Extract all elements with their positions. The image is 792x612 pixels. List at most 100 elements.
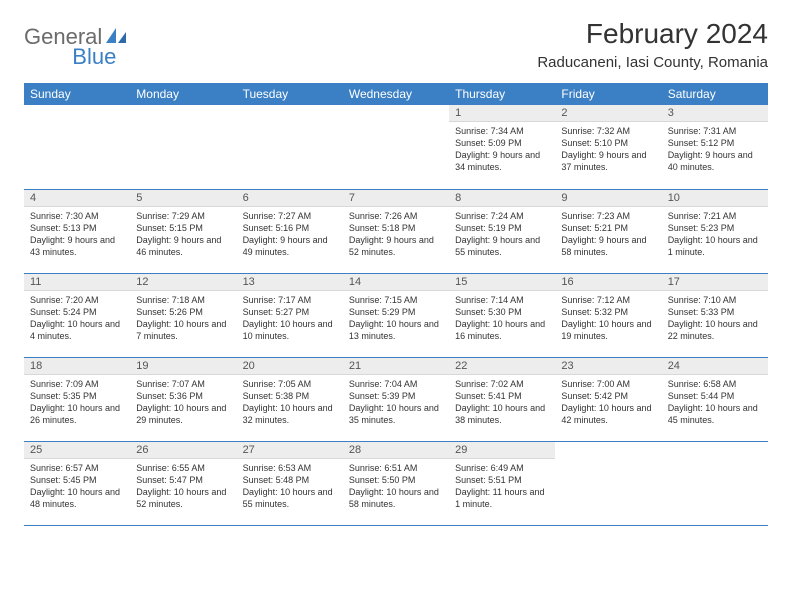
month-title: February 2024 (537, 18, 768, 50)
day-number: 3 (662, 105, 768, 122)
calendar-day-cell: 16Sunrise: 7:12 AMSunset: 5:32 PMDayligh… (555, 273, 661, 357)
day-details: Sunrise: 6:49 AMSunset: 5:51 PMDaylight:… (449, 459, 555, 516)
calendar-week-row: 25Sunrise: 6:57 AMSunset: 5:45 PMDayligh… (24, 441, 768, 525)
calendar-day-cell: 3Sunrise: 7:31 AMSunset: 5:12 PMDaylight… (662, 105, 768, 189)
day-number: 14 (343, 274, 449, 291)
location-text: Raducaneni, Iasi County, Romania (537, 54, 768, 71)
day-header: Sunday (24, 83, 130, 105)
calendar-day-cell: 20Sunrise: 7:05 AMSunset: 5:38 PMDayligh… (237, 357, 343, 441)
day-details: Sunrise: 7:07 AMSunset: 5:36 PMDaylight:… (130, 375, 236, 432)
day-details: Sunrise: 6:58 AMSunset: 5:44 PMDaylight:… (662, 375, 768, 432)
day-details: Sunrise: 7:04 AMSunset: 5:39 PMDaylight:… (343, 375, 449, 432)
calendar-day-cell: 1Sunrise: 7:34 AMSunset: 5:09 PMDaylight… (449, 105, 555, 189)
day-number: 1 (449, 105, 555, 122)
day-details: Sunrise: 7:17 AMSunset: 5:27 PMDaylight:… (237, 291, 343, 348)
calendar-day-cell: 15Sunrise: 7:14 AMSunset: 5:30 PMDayligh… (449, 273, 555, 357)
day-details: Sunrise: 7:27 AMSunset: 5:16 PMDaylight:… (237, 207, 343, 264)
calendar-week-row: 11Sunrise: 7:20 AMSunset: 5:24 PMDayligh… (24, 273, 768, 357)
day-number: 5 (130, 190, 236, 207)
day-number: 24 (662, 358, 768, 375)
day-details: Sunrise: 7:14 AMSunset: 5:30 PMDaylight:… (449, 291, 555, 348)
page-header: General Blue February 2024 Raducaneni, I… (24, 18, 768, 71)
logo-text-blue: Blue (72, 44, 116, 70)
day-header: Friday (555, 83, 661, 105)
day-header: Wednesday (343, 83, 449, 105)
day-details: Sunrise: 7:00 AMSunset: 5:42 PMDaylight:… (555, 375, 661, 432)
calendar-day-cell (237, 105, 343, 189)
calendar-day-cell: 8Sunrise: 7:24 AMSunset: 5:19 PMDaylight… (449, 189, 555, 273)
calendar-day-cell: 10Sunrise: 7:21 AMSunset: 5:23 PMDayligh… (662, 189, 768, 273)
calendar-day-cell: 26Sunrise: 6:55 AMSunset: 5:47 PMDayligh… (130, 441, 236, 525)
day-details: Sunrise: 6:51 AMSunset: 5:50 PMDaylight:… (343, 459, 449, 516)
calendar-day-cell (555, 441, 661, 525)
day-details: Sunrise: 7:02 AMSunset: 5:41 PMDaylight:… (449, 375, 555, 432)
day-number: 22 (449, 358, 555, 375)
day-number: 13 (237, 274, 343, 291)
day-number: 7 (343, 190, 449, 207)
calendar-day-cell (343, 105, 449, 189)
day-details: Sunrise: 6:53 AMSunset: 5:48 PMDaylight:… (237, 459, 343, 516)
calendar-day-cell: 27Sunrise: 6:53 AMSunset: 5:48 PMDayligh… (237, 441, 343, 525)
calendar-day-cell: 24Sunrise: 6:58 AMSunset: 5:44 PMDayligh… (662, 357, 768, 441)
day-number: 27 (237, 442, 343, 459)
day-details: Sunrise: 7:23 AMSunset: 5:21 PMDaylight:… (555, 207, 661, 264)
day-details: Sunrise: 7:10 AMSunset: 5:33 PMDaylight:… (662, 291, 768, 348)
calendar-day-cell: 17Sunrise: 7:10 AMSunset: 5:33 PMDayligh… (662, 273, 768, 357)
day-details: Sunrise: 7:18 AMSunset: 5:26 PMDaylight:… (130, 291, 236, 348)
title-block: February 2024 Raducaneni, Iasi County, R… (537, 18, 768, 71)
day-details: Sunrise: 7:29 AMSunset: 5:15 PMDaylight:… (130, 207, 236, 264)
day-number: 9 (555, 190, 661, 207)
day-number: 29 (449, 442, 555, 459)
day-number: 8 (449, 190, 555, 207)
calendar-day-cell: 23Sunrise: 7:00 AMSunset: 5:42 PMDayligh… (555, 357, 661, 441)
day-details: Sunrise: 7:21 AMSunset: 5:23 PMDaylight:… (662, 207, 768, 264)
day-number: 15 (449, 274, 555, 291)
day-header: Monday (130, 83, 236, 105)
calendar-day-cell: 25Sunrise: 6:57 AMSunset: 5:45 PMDayligh… (24, 441, 130, 525)
calendar-week-row: 4Sunrise: 7:30 AMSunset: 5:13 PMDaylight… (24, 189, 768, 273)
day-details: Sunrise: 7:32 AMSunset: 5:10 PMDaylight:… (555, 122, 661, 179)
calendar-day-cell: 22Sunrise: 7:02 AMSunset: 5:41 PMDayligh… (449, 357, 555, 441)
day-number: 21 (343, 358, 449, 375)
day-header: Tuesday (237, 83, 343, 105)
calendar-day-cell: 13Sunrise: 7:17 AMSunset: 5:27 PMDayligh… (237, 273, 343, 357)
day-details: Sunrise: 7:30 AMSunset: 5:13 PMDaylight:… (24, 207, 130, 264)
calendar-day-cell: 4Sunrise: 7:30 AMSunset: 5:13 PMDaylight… (24, 189, 130, 273)
day-number: 2 (555, 105, 661, 122)
day-details: Sunrise: 7:20 AMSunset: 5:24 PMDaylight:… (24, 291, 130, 348)
calendar-day-cell: 29Sunrise: 6:49 AMSunset: 5:51 PMDayligh… (449, 441, 555, 525)
calendar-day-cell: 19Sunrise: 7:07 AMSunset: 5:36 PMDayligh… (130, 357, 236, 441)
day-header: Thursday (449, 83, 555, 105)
day-header: Saturday (662, 83, 768, 105)
calendar-day-cell: 21Sunrise: 7:04 AMSunset: 5:39 PMDayligh… (343, 357, 449, 441)
calendar-day-cell: 9Sunrise: 7:23 AMSunset: 5:21 PMDaylight… (555, 189, 661, 273)
calendar-day-cell: 5Sunrise: 7:29 AMSunset: 5:15 PMDaylight… (130, 189, 236, 273)
calendar-day-cell: 28Sunrise: 6:51 AMSunset: 5:50 PMDayligh… (343, 441, 449, 525)
calendar-day-cell: 12Sunrise: 7:18 AMSunset: 5:26 PMDayligh… (130, 273, 236, 357)
day-number: 16 (555, 274, 661, 291)
day-details: Sunrise: 7:05 AMSunset: 5:38 PMDaylight:… (237, 375, 343, 432)
day-number: 12 (130, 274, 236, 291)
calendar-week-row: 18Sunrise: 7:09 AMSunset: 5:35 PMDayligh… (24, 357, 768, 441)
calendar-week-row: 1Sunrise: 7:34 AMSunset: 5:09 PMDaylight… (24, 105, 768, 189)
calendar-body: 1Sunrise: 7:34 AMSunset: 5:09 PMDaylight… (24, 105, 768, 525)
day-number: 20 (237, 358, 343, 375)
day-details: Sunrise: 7:09 AMSunset: 5:35 PMDaylight:… (24, 375, 130, 432)
day-number: 10 (662, 190, 768, 207)
day-number: 11 (24, 274, 130, 291)
calendar-day-cell: 18Sunrise: 7:09 AMSunset: 5:35 PMDayligh… (24, 357, 130, 441)
calendar-table: SundayMondayTuesdayWednesdayThursdayFrid… (24, 83, 768, 526)
calendar-day-cell (662, 441, 768, 525)
day-number: 23 (555, 358, 661, 375)
calendar-day-cell: 6Sunrise: 7:27 AMSunset: 5:16 PMDaylight… (237, 189, 343, 273)
logo: General Blue (24, 18, 174, 50)
day-details: Sunrise: 7:12 AMSunset: 5:32 PMDaylight:… (555, 291, 661, 348)
day-details: Sunrise: 7:24 AMSunset: 5:19 PMDaylight:… (449, 207, 555, 264)
calendar-head: SundayMondayTuesdayWednesdayThursdayFrid… (24, 83, 768, 105)
calendar-day-cell: 14Sunrise: 7:15 AMSunset: 5:29 PMDayligh… (343, 273, 449, 357)
day-number: 18 (24, 358, 130, 375)
day-number: 6 (237, 190, 343, 207)
day-details: Sunrise: 6:55 AMSunset: 5:47 PMDaylight:… (130, 459, 236, 516)
day-details: Sunrise: 7:15 AMSunset: 5:29 PMDaylight:… (343, 291, 449, 348)
day-number: 28 (343, 442, 449, 459)
